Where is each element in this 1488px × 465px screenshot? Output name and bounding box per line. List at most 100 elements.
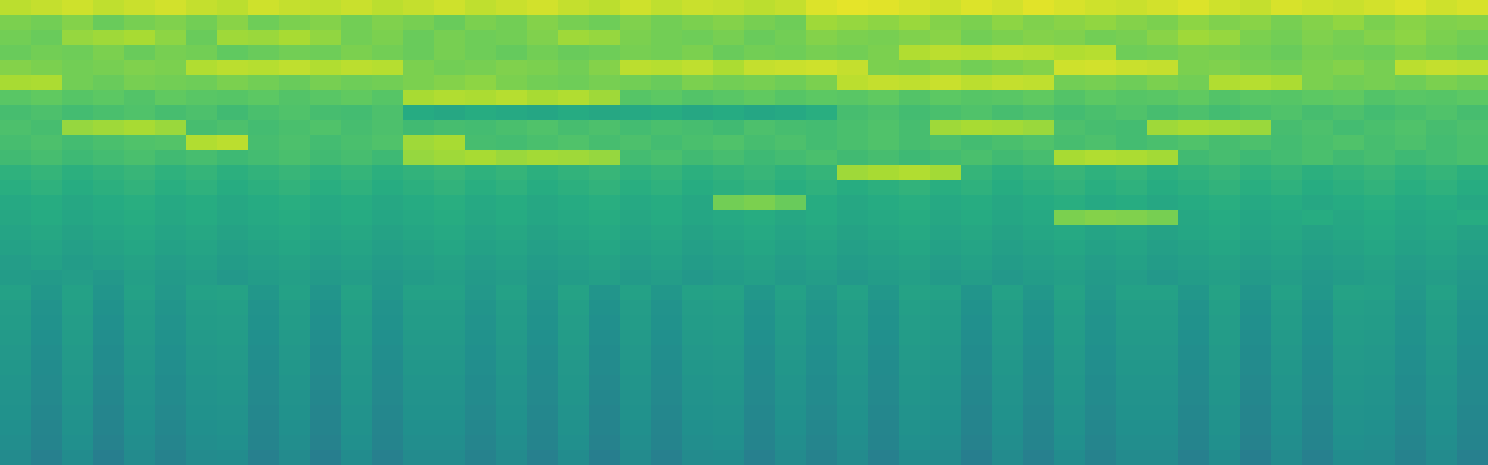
- heatmap-cell: [1116, 90, 1147, 105]
- heatmap-cell: [403, 450, 434, 465]
- heatmap-cell: [992, 420, 1023, 435]
- heatmap-cell: [1302, 450, 1333, 465]
- heatmap-cell: [558, 375, 589, 390]
- heatmap-cell: [837, 75, 868, 90]
- heatmap-cell: [1209, 180, 1240, 195]
- heatmap-cell: [1178, 0, 1209, 15]
- heatmap-cell: [62, 345, 93, 360]
- heatmap-cell: [1271, 405, 1302, 420]
- heatmap-cell: [1116, 345, 1147, 360]
- heatmap-cell: [713, 330, 744, 345]
- heatmap-cell: [713, 420, 744, 435]
- heatmap-cell: [1395, 30, 1426, 45]
- heatmap-cell: [186, 420, 217, 435]
- heatmap-cell: [341, 405, 372, 420]
- heatmap-cell: [682, 300, 713, 315]
- heatmap-cell: [93, 60, 124, 75]
- heatmap-cell: [744, 435, 775, 450]
- heatmap-cell: [1302, 45, 1333, 60]
- heatmap-cell: [124, 375, 155, 390]
- heatmap-cell: [992, 270, 1023, 285]
- heatmap-cell: [496, 30, 527, 45]
- heatmap-cell: [1333, 270, 1364, 285]
- heatmap-cell: [31, 375, 62, 390]
- heatmap-cell: [713, 300, 744, 315]
- heatmap-cell: [682, 195, 713, 210]
- heatmap-cell: [186, 375, 217, 390]
- heatmap-cell: [589, 135, 620, 150]
- heatmap-cell: [93, 330, 124, 345]
- heatmap-cell: [806, 270, 837, 285]
- heatmap-cell: [403, 420, 434, 435]
- heatmap-cell: [279, 150, 310, 165]
- heatmap-cell: [868, 0, 899, 15]
- heatmap-cell: [279, 30, 310, 45]
- heatmap-cell: [1023, 15, 1054, 30]
- heatmap-cell: [124, 435, 155, 450]
- heatmap-cell: [496, 375, 527, 390]
- heatmap-cell: [868, 315, 899, 330]
- heatmap-cell: [682, 60, 713, 75]
- heatmap-cell: [1302, 150, 1333, 165]
- heatmap-cell: [434, 195, 465, 210]
- heatmap-cell: [1302, 375, 1333, 390]
- heatmap-cell: [589, 0, 620, 15]
- heatmap-cell: [806, 330, 837, 345]
- heatmap-cell: [62, 0, 93, 15]
- heatmap-cell: [1209, 405, 1240, 420]
- heatmap-cell: [558, 120, 589, 135]
- heatmap-cell: [434, 60, 465, 75]
- heatmap-cell: [310, 240, 341, 255]
- heatmap-cell: [868, 60, 899, 75]
- heatmap-cell: [1364, 105, 1395, 120]
- heatmap-cell: [434, 450, 465, 465]
- heatmap-cell: [899, 330, 930, 345]
- heatmap-cell: [620, 75, 651, 90]
- heatmap-cell: [1147, 180, 1178, 195]
- heatmap-cell: [1178, 135, 1209, 150]
- heatmap-cell: [713, 210, 744, 225]
- heatmap-cell: [1457, 135, 1488, 150]
- heatmap-cell: [1240, 420, 1271, 435]
- heatmap-cell: [806, 315, 837, 330]
- heatmap-cell: [0, 165, 31, 180]
- heatmap-cell: [1054, 240, 1085, 255]
- heatmap-cell: [93, 360, 124, 375]
- heatmap-cell: [992, 450, 1023, 465]
- heatmap-cell: [713, 195, 744, 210]
- heatmap-cell: [1364, 240, 1395, 255]
- heatmap-cell: [465, 255, 496, 270]
- heatmap-cell: [1209, 435, 1240, 450]
- heatmap-cell: [279, 255, 310, 270]
- heatmap-cell: [1178, 345, 1209, 360]
- heatmap-cell: [806, 165, 837, 180]
- heatmap-cell: [899, 15, 930, 30]
- heatmap-cell: [496, 420, 527, 435]
- heatmap-cell: [589, 420, 620, 435]
- heatmap-cell: [279, 165, 310, 180]
- heatmap-cell: [1395, 210, 1426, 225]
- heatmap-cell: [930, 0, 961, 15]
- heatmap-cell: [217, 195, 248, 210]
- heatmap-cell: [1054, 300, 1085, 315]
- heatmap-cell: [310, 300, 341, 315]
- heatmap-cell: [155, 315, 186, 330]
- heatmap-cell: [310, 345, 341, 360]
- heatmap-cell: [930, 240, 961, 255]
- heatmap-cell: [496, 135, 527, 150]
- heatmap-cell: [1240, 75, 1271, 90]
- heatmap-cell: [620, 240, 651, 255]
- heatmap-cell: [1426, 165, 1457, 180]
- heatmap-cell: [248, 165, 279, 180]
- heatmap-cell: [310, 120, 341, 135]
- heatmap-cell: [465, 240, 496, 255]
- heatmap-cell: [1240, 345, 1271, 360]
- heatmap-cell: [186, 45, 217, 60]
- heatmap-cell: [279, 315, 310, 330]
- heatmap-cell: [682, 435, 713, 450]
- heatmap-cell: [124, 120, 155, 135]
- heatmap-cell: [713, 135, 744, 150]
- heatmap-cell: [930, 285, 961, 300]
- heatmap-cell: [496, 105, 527, 120]
- heatmap-cell: [155, 225, 186, 240]
